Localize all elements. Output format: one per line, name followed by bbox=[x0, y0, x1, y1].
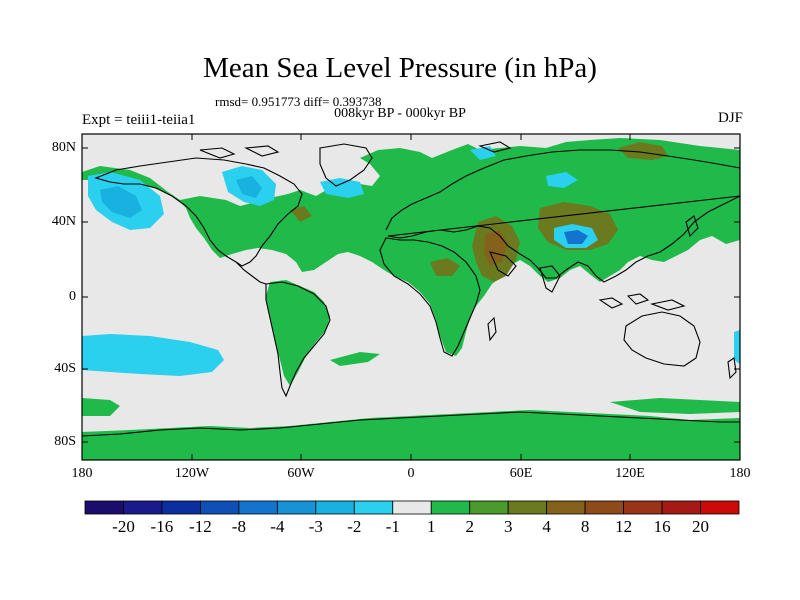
colorbar-swatch bbox=[353, 500, 394, 515]
lon-label-60w: 60W bbox=[287, 466, 315, 481]
season-label: DJF bbox=[717, 110, 743, 126]
lon-label-120e: 120E bbox=[615, 466, 645, 481]
map-title: Mean Sea Level Pressure (in hPa) bbox=[203, 52, 597, 84]
colorbar-swatch bbox=[507, 500, 548, 515]
colorbar-swatch bbox=[84, 500, 124, 515]
colorbar-label: -16 bbox=[150, 517, 174, 536]
negative-anomaly-regions bbox=[82, 146, 740, 376]
colorbar-label: -12 bbox=[189, 517, 212, 536]
colorbar-label: 2 bbox=[465, 517, 474, 536]
colorbar-swatch bbox=[661, 500, 701, 515]
colorbar-label: -3 bbox=[308, 517, 323, 536]
colorbar-label: 20 bbox=[692, 517, 709, 536]
colorbar-swatch bbox=[123, 500, 163, 515]
colorbar-swatch bbox=[623, 500, 663, 515]
colorbar-swatch bbox=[315, 500, 355, 515]
colorbar-label: -2 bbox=[347, 517, 362, 536]
lon-label-120w: 120W bbox=[174, 466, 210, 481]
colorbar-label: -20 bbox=[112, 517, 135, 536]
stats-text: rmsd= 0.951773 diff= 0.393738 bbox=[215, 94, 382, 109]
colorbar-swatch bbox=[700, 500, 740, 515]
period-label: 008kyr BP - 000kyr BP bbox=[334, 106, 466, 121]
colorbar-label: 4 bbox=[542, 517, 551, 536]
lat-label-80n: 80N bbox=[51, 140, 76, 155]
colorbar-swatch bbox=[238, 500, 278, 515]
colorbar-label: 1 bbox=[426, 517, 436, 536]
lat-label-40n: 40N bbox=[51, 214, 76, 229]
positive-anomaly-regions bbox=[82, 138, 740, 460]
colorbar-label: 12 bbox=[615, 517, 633, 536]
colorbar-label: -1 bbox=[385, 517, 400, 536]
lat-label-0: 0 bbox=[69, 289, 76, 304]
colorbar-swatch bbox=[430, 500, 471, 515]
lon-label-180e: 180 bbox=[729, 466, 751, 481]
lon-label-0: 0 bbox=[407, 466, 415, 481]
coastlines bbox=[81, 141, 741, 437]
colorbar-label: 3 bbox=[503, 517, 513, 536]
colorbar-swatch bbox=[392, 500, 432, 515]
colorbar-label: -4 bbox=[270, 517, 285, 536]
colorbar-label: 8 bbox=[580, 517, 590, 536]
lat-label-40s: 40S bbox=[54, 361, 76, 376]
colorbar-swatch bbox=[276, 500, 317, 515]
colorbar-label: 16 bbox=[653, 517, 671, 536]
colorbar-swatch bbox=[161, 500, 201, 515]
colorbar-swatch bbox=[469, 500, 509, 515]
axis-ticks bbox=[82, 134, 740, 460]
colorbar-swatch bbox=[584, 500, 624, 515]
lat-label-80s: 80S bbox=[54, 434, 76, 449]
colorbar-swatch bbox=[200, 500, 240, 515]
experiment-label: Expt = teiii1-teiia1 bbox=[82, 112, 196, 128]
colorbar-label: -8 bbox=[231, 517, 246, 536]
lon-label-60e: 60E bbox=[509, 466, 533, 481]
lon-label-180w: 180 bbox=[71, 466, 93, 481]
colorbar-swatch bbox=[546, 500, 586, 515]
colorbar bbox=[84, 500, 740, 515]
